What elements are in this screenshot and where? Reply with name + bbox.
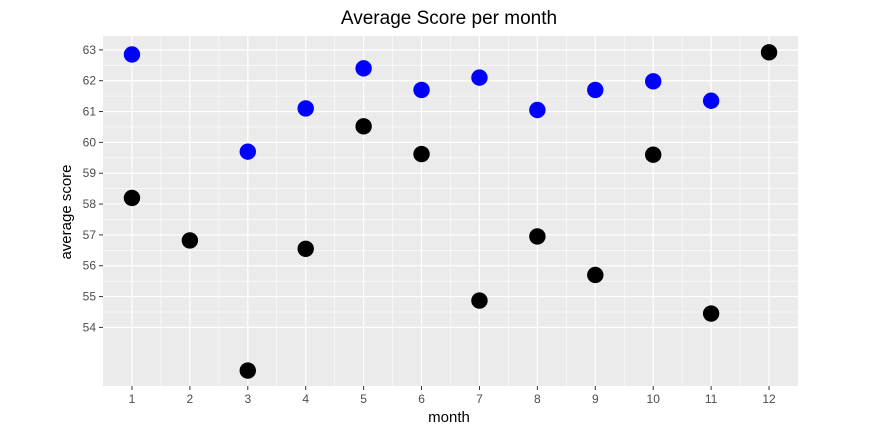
grid-lines: [103, 36, 798, 386]
y-tick-label: 60: [83, 135, 97, 149]
data-point: [645, 146, 662, 163]
x-axis-title: month: [428, 409, 470, 426]
data-point: [239, 362, 256, 379]
x-tick-label: 3: [244, 392, 251, 406]
y-tick-label: 57: [83, 228, 97, 242]
x-tick-label: 4: [302, 392, 309, 406]
x-tick-label: 6: [418, 392, 425, 406]
x-tick-label: 9: [592, 392, 599, 406]
y-tick-label: 55: [83, 290, 97, 304]
y-tick-label: 63: [83, 43, 97, 57]
data-point: [471, 292, 488, 309]
data-point: [702, 92, 720, 109]
x-tick-label: 5: [360, 392, 367, 406]
axis-ticks: [99, 49, 770, 390]
x-tick-label: 2: [187, 392, 194, 406]
data-point: [355, 118, 372, 135]
y-tick-label: 59: [83, 166, 97, 180]
x-tick-label: 7: [476, 392, 483, 406]
data-point: [471, 69, 488, 86]
data-points: [123, 44, 778, 379]
x-tick-label: 1: [129, 392, 136, 406]
data-point: [702, 305, 720, 322]
data-point: [297, 100, 314, 117]
data-point: [355, 60, 372, 77]
data-point: [297, 240, 314, 257]
data-point: [413, 145, 430, 163]
data-point: [529, 101, 546, 119]
data-point: [760, 44, 778, 61]
y-tick-label: 61: [83, 105, 97, 119]
y-axis-title: average score: [58, 164, 75, 259]
data-point: [645, 73, 662, 90]
x-tick-label: 11: [705, 392, 718, 406]
data-point: [413, 81, 430, 99]
y-tick-label: 58: [83, 197, 97, 211]
data-point: [239, 143, 256, 160]
y-tick-label: 54: [83, 320, 97, 334]
x-tick-label: 12: [762, 392, 776, 406]
y-tick-label: 62: [83, 74, 97, 88]
data-point: [587, 81, 604, 99]
data-point: [123, 46, 141, 63]
data-point: [587, 266, 604, 284]
data-point: [123, 189, 141, 207]
x-tick-label: 10: [647, 392, 661, 406]
chart-title: Average Score per month: [341, 8, 557, 29]
y-tick-label: 56: [83, 259, 97, 273]
data-point: [181, 232, 199, 249]
x-tick-label: 8: [534, 392, 541, 406]
data-point: [529, 228, 546, 245]
